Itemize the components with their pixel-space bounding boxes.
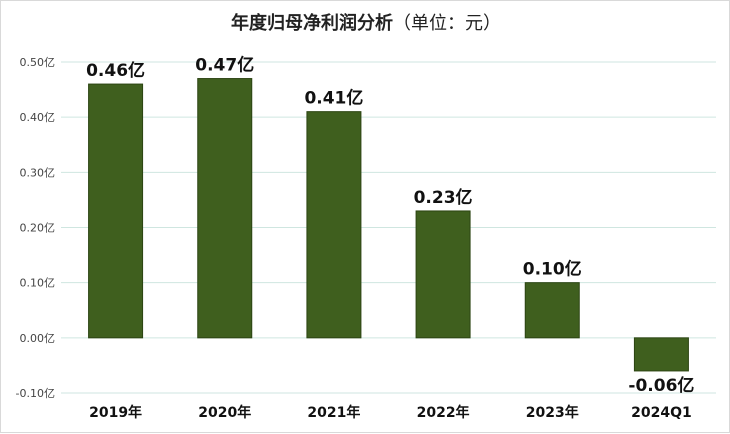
x-tick-label: 2024Q1	[631, 405, 692, 421]
bar	[306, 111, 362, 339]
data-label: -0.06亿	[628, 375, 694, 396]
y-tick-label: -0.10亿	[16, 387, 55, 400]
x-tick-label: 2021年	[307, 404, 360, 421]
chart-title: 年度归母净利润分析（单位：元）	[1, 9, 730, 35]
bar	[524, 282, 580, 339]
data-label: 0.41亿	[304, 88, 363, 109]
chart-title-main: 年度归母净利润分析	[231, 13, 393, 34]
chart-title-unit: （单位：元）	[393, 13, 501, 34]
x-tick-label: 2019年	[89, 404, 142, 421]
data-label: 0.23亿	[414, 187, 473, 208]
bar	[197, 78, 253, 339]
data-label: 0.10亿	[523, 259, 582, 280]
data-label: 0.47亿	[195, 55, 254, 76]
y-tick-label: 0.50亿	[20, 56, 56, 69]
y-tick-label: 0.40亿	[20, 111, 56, 124]
bar	[88, 83, 144, 339]
y-tick-label: 0.30亿	[20, 166, 56, 179]
y-tick-label: 0.20亿	[20, 222, 56, 235]
data-label: 0.46亿	[86, 60, 145, 81]
x-tick-label: 2023年	[526, 404, 579, 421]
bar	[633, 337, 689, 372]
y-tick-label: 0.00亿	[20, 332, 56, 345]
y-tick-label: 0.10亿	[20, 277, 56, 290]
x-tick-label: 2020年	[198, 404, 251, 421]
x-tick-label: 2022年	[417, 404, 470, 421]
bar	[415, 210, 471, 339]
